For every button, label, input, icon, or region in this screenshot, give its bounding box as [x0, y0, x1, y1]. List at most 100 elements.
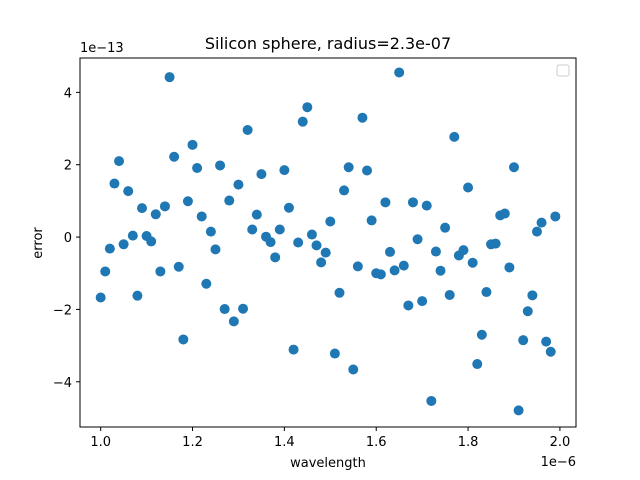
data-point	[435, 265, 446, 276]
data-point	[550, 211, 561, 222]
x-offset-label: 1e−6	[541, 455, 576, 470]
data-point	[297, 116, 308, 127]
data-point	[316, 257, 327, 268]
data-point	[164, 72, 175, 83]
data-point	[398, 260, 409, 271]
data-points	[95, 67, 561, 416]
data-point	[238, 303, 249, 314]
data-point	[132, 290, 143, 301]
data-point	[343, 162, 354, 173]
data-point	[187, 139, 198, 150]
y-offset-label: 1e−13	[80, 41, 124, 56]
data-point	[109, 178, 120, 189]
data-point	[95, 292, 106, 303]
data-point	[329, 348, 340, 359]
data-point	[463, 182, 474, 193]
data-point	[265, 237, 276, 248]
data-point	[509, 162, 519, 173]
data-point	[449, 131, 460, 142]
data-point	[100, 266, 111, 277]
plot-frame	[79, 57, 577, 428]
data-point	[504, 262, 515, 273]
data-point	[169, 151, 180, 162]
data-point	[444, 289, 455, 300]
data-point	[205, 226, 216, 237]
y-tick-label: 2	[64, 159, 72, 174]
data-point	[288, 344, 299, 355]
data-point	[513, 405, 524, 416]
data-point	[472, 359, 483, 370]
data-point	[279, 165, 290, 176]
data-point	[118, 239, 129, 250]
data-point	[417, 296, 428, 307]
x-tick-label: 1.2	[182, 435, 203, 450]
data-point	[380, 197, 391, 208]
data-point	[104, 243, 115, 254]
data-point	[458, 245, 469, 256]
data-point	[293, 237, 304, 248]
x-tick-label: 1.6	[366, 435, 387, 450]
chart-title: Silicon sphere, radius=2.3e-07	[205, 34, 451, 53]
data-point	[201, 278, 212, 289]
x-tick-label: 1.4	[274, 435, 295, 450]
data-point	[481, 287, 492, 298]
y-tick-label: 0	[64, 231, 72, 246]
data-point	[339, 185, 350, 196]
data-point	[150, 209, 161, 220]
y-axis-ticks: −4 −2 0 2 4	[53, 86, 80, 391]
data-point	[178, 334, 189, 345]
data-point	[334, 287, 345, 298]
data-point	[499, 208, 510, 219]
x-tick-label: 1.8	[458, 435, 479, 450]
data-point	[407, 197, 418, 208]
data-point	[196, 211, 207, 222]
data-point	[127, 230, 138, 241]
data-point	[146, 236, 157, 247]
data-point	[531, 226, 542, 237]
data-point	[375, 269, 386, 280]
y-tick-label: 4	[64, 86, 72, 101]
data-point	[256, 169, 267, 180]
data-point	[215, 160, 226, 171]
data-point	[283, 202, 294, 213]
data-point	[137, 203, 147, 214]
data-point	[357, 112, 368, 123]
data-point	[348, 364, 359, 375]
data-point	[522, 306, 533, 317]
data-point	[247, 224, 258, 235]
data-point	[536, 217, 547, 228]
data-point	[426, 395, 437, 406]
data-point	[159, 201, 170, 212]
data-point	[123, 186, 134, 197]
data-point	[440, 222, 451, 233]
data-point	[302, 102, 313, 113]
data-point	[352, 261, 363, 272]
y-axis-label: error	[31, 227, 46, 259]
data-point	[467, 257, 478, 268]
data-point	[228, 316, 239, 327]
data-point	[320, 247, 331, 258]
data-point	[173, 261, 184, 272]
x-tick-label: 1.0	[90, 435, 111, 450]
data-point	[403, 300, 414, 311]
data-point	[366, 215, 377, 226]
x-axis-ticks: 1.0 1.2 1.4 1.6 1.8 2.0	[90, 427, 570, 450]
data-point	[270, 252, 281, 263]
data-point	[242, 124, 253, 135]
data-point	[430, 246, 441, 257]
data-point	[114, 156, 125, 167]
data-point	[311, 240, 322, 251]
data-point	[527, 290, 538, 301]
legend-box	[556, 64, 570, 77]
y-tick-label: −2	[53, 303, 72, 318]
data-point	[192, 162, 203, 173]
data-point	[389, 265, 400, 276]
data-point	[182, 196, 193, 207]
data-point	[274, 224, 285, 235]
data-point	[251, 209, 262, 220]
data-point	[476, 329, 487, 340]
data-point	[233, 179, 244, 190]
y-tick-label: −4	[53, 376, 72, 391]
